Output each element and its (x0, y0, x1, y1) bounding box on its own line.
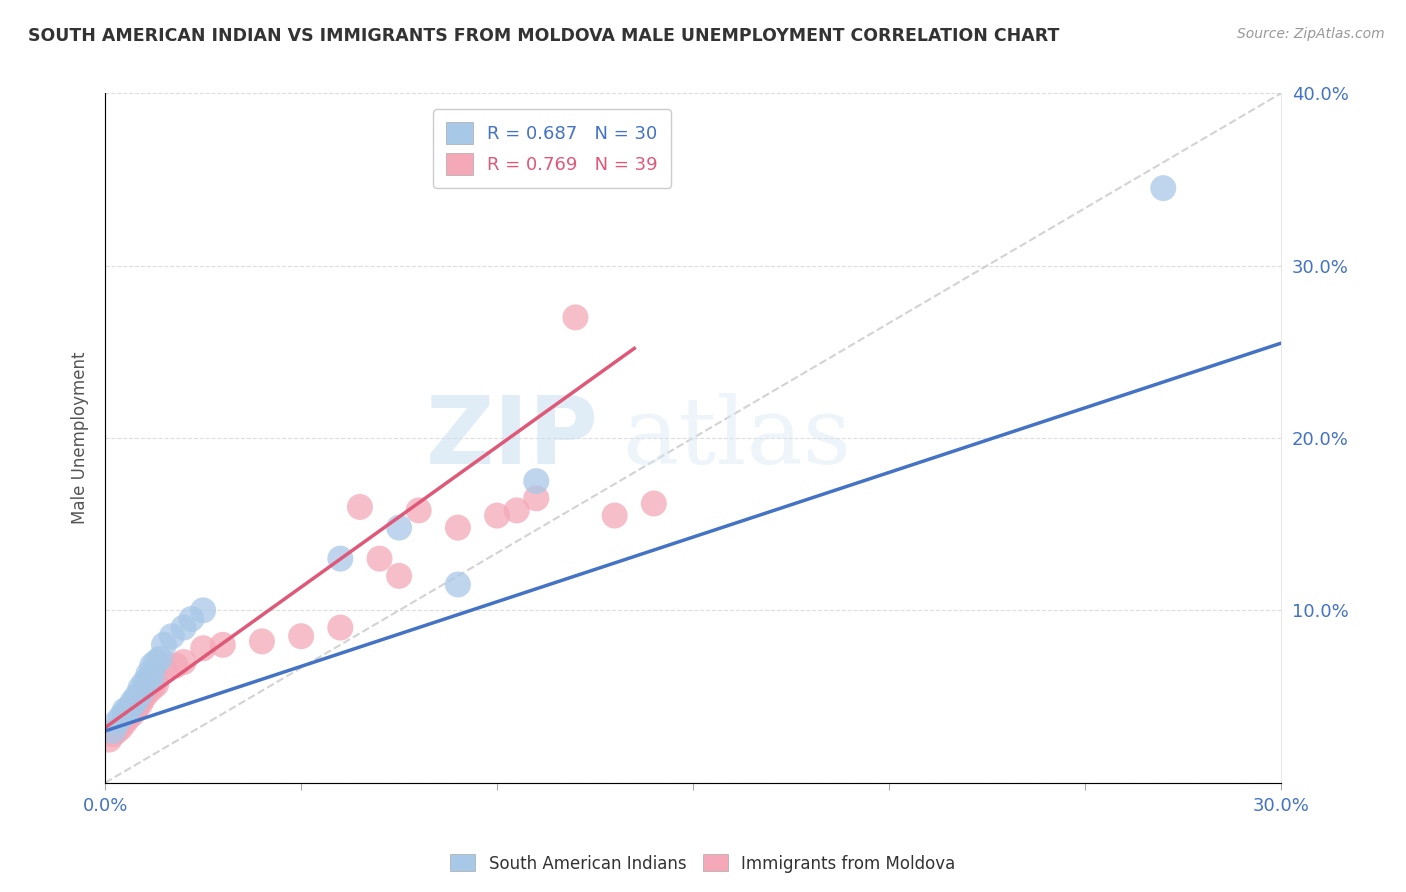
Point (110, 721, 132, 735)
Point (153, 638, 176, 652)
Point (173, 621, 195, 635)
Point (1152, 181, 1174, 195)
Point (114, 703, 136, 717)
Point (447, 577, 470, 591)
Point (180, 612, 202, 626)
Point (145, 673, 167, 687)
Text: SOUTH AMERICAN INDIAN VS IMMIGRANTS FROM MOLDOVA MALE UNEMPLOYMENT CORRELATION C: SOUTH AMERICAN INDIAN VS IMMIGRANTS FROM… (28, 27, 1060, 45)
Point (173, 655, 195, 669)
Point (134, 675, 156, 690)
Point (603, 508, 626, 523)
Point (388, 521, 411, 535)
Point (329, 551, 352, 566)
Point (134, 681, 156, 695)
Point (524, 491, 547, 506)
Point (114, 706, 136, 721)
Point (368, 551, 391, 566)
Point (121, 703, 143, 717)
Point (118, 710, 141, 724)
Point (349, 500, 371, 514)
Point (524, 474, 547, 488)
Text: ZIP: ZIP (426, 392, 599, 484)
Legend: R = 0.687   N = 30, R = 0.769   N = 39: R = 0.687 N = 30, R = 0.769 N = 39 (433, 110, 671, 187)
Point (110, 710, 132, 724)
Y-axis label: Male Unemployment: Male Unemployment (72, 351, 89, 524)
Point (290, 629, 312, 643)
Point (105, 715, 128, 730)
Point (145, 655, 167, 669)
Point (136, 667, 159, 681)
Point (149, 651, 172, 665)
Point (388, 569, 411, 583)
Point (329, 621, 352, 635)
Point (125, 701, 148, 715)
Point (486, 508, 509, 523)
Point (134, 686, 156, 700)
Point (121, 698, 143, 712)
Point (153, 664, 176, 678)
Point (118, 706, 141, 721)
Point (121, 706, 143, 721)
Point (211, 638, 233, 652)
Text: atlas: atlas (623, 393, 852, 483)
Point (145, 677, 167, 691)
Legend: South American Indians, Immigrants from Moldova: South American Indians, Immigrants from … (444, 847, 962, 880)
Point (193, 641, 215, 656)
Point (114, 715, 136, 730)
Point (125, 690, 148, 704)
Point (134, 690, 156, 704)
Text: Source: ZipAtlas.com: Source: ZipAtlas.com (1237, 27, 1385, 41)
Point (250, 634, 273, 648)
Point (98, 732, 121, 747)
Point (165, 658, 187, 673)
Point (101, 723, 124, 738)
Point (447, 521, 470, 535)
Point (129, 697, 152, 711)
Point (125, 698, 148, 712)
Point (193, 603, 215, 617)
Point (129, 681, 152, 695)
Point (136, 673, 159, 687)
Point (141, 658, 163, 673)
Point (643, 496, 665, 510)
Point (505, 503, 527, 517)
Point (160, 629, 183, 643)
Point (101, 727, 124, 741)
Point (121, 695, 143, 709)
Point (118, 701, 141, 715)
Point (125, 693, 148, 707)
Point (105, 723, 128, 738)
Point (564, 310, 586, 325)
Point (141, 669, 163, 683)
Point (136, 684, 159, 698)
Point (408, 503, 430, 517)
Point (141, 681, 163, 695)
Point (114, 712, 136, 726)
Point (129, 693, 152, 707)
Point (129, 686, 152, 700)
